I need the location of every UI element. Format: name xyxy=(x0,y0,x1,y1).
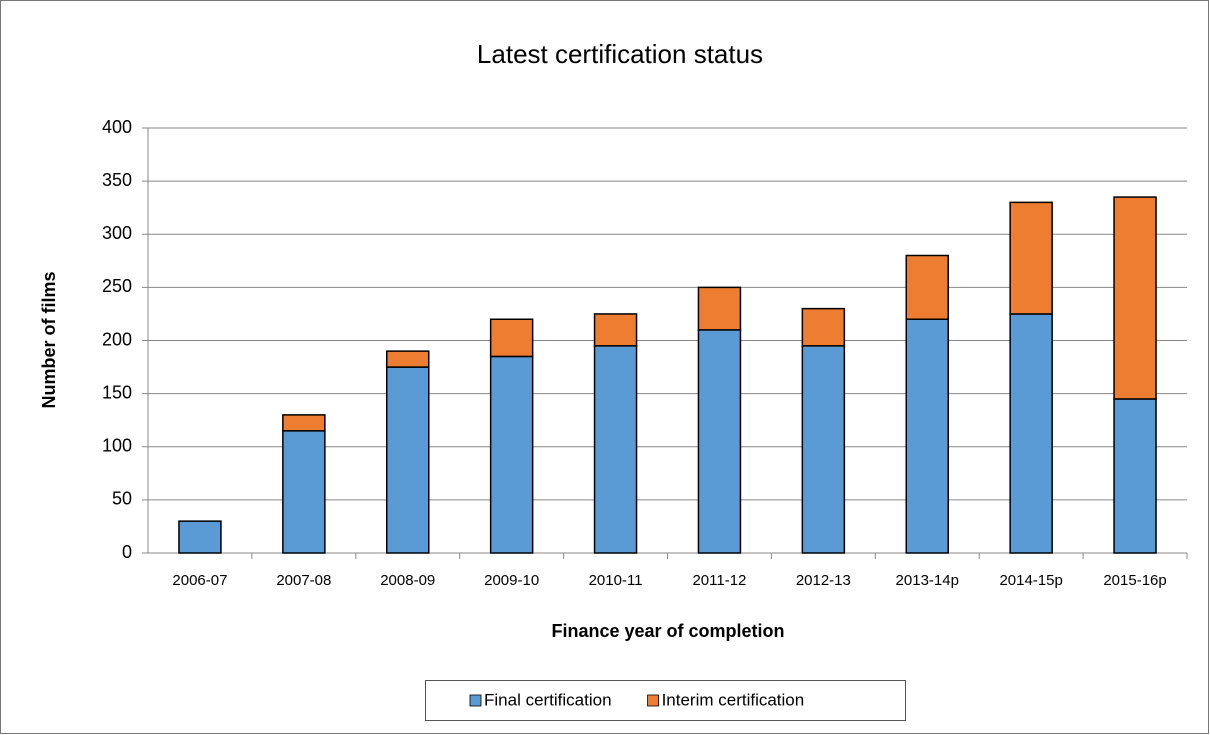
x-tick-label: 2011-12 xyxy=(692,572,746,589)
y-tick-label: 250 xyxy=(102,276,132,296)
bar-segment xyxy=(386,366,430,554)
y-tick-label: 150 xyxy=(102,382,132,402)
legend-label: Interim certification xyxy=(662,690,805,709)
x-tick-label: 2008-09 xyxy=(380,572,435,589)
bar-segment xyxy=(1009,201,1053,315)
y-tick-label: 50 xyxy=(112,489,132,509)
bar-segment xyxy=(1113,398,1157,554)
x-axis-label: Finance year of completion xyxy=(551,621,784,641)
bar-segment xyxy=(282,430,326,554)
legend-box xyxy=(425,680,906,721)
y-tick-label: 0 xyxy=(122,542,132,562)
bar-segment xyxy=(1009,313,1053,554)
x-tick-label: 2007-08 xyxy=(276,572,331,589)
bar-segment xyxy=(697,286,742,331)
bar-segment xyxy=(697,329,742,554)
y-tick-label: 200 xyxy=(102,329,132,349)
legend-label: Final certification xyxy=(484,690,612,709)
x-tick-label: 2010-11 xyxy=(589,572,643,589)
bar-segment xyxy=(282,414,326,432)
bar-segment xyxy=(489,318,534,358)
x-tick-label: 2013-14p xyxy=(896,572,959,589)
legend-swatch xyxy=(647,694,659,707)
bar-segment xyxy=(593,313,638,347)
x-tick-label: 2006-07 xyxy=(172,572,227,589)
y-tick-label: 100 xyxy=(102,436,132,456)
y-tick-label: 350 xyxy=(102,170,132,190)
y-tick-label: 300 xyxy=(102,223,132,243)
bar-segment xyxy=(489,355,534,554)
x-tick-label: 2012-13 xyxy=(796,572,851,589)
y-axis-label: Number of films xyxy=(39,271,59,408)
chart-title: Latest certification status xyxy=(477,39,763,69)
legend-swatch xyxy=(469,694,482,707)
x-tick-label: 2009-10 xyxy=(484,572,539,589)
x-tick-label: 2015-16p xyxy=(1103,572,1166,589)
bar-segment xyxy=(801,345,846,554)
bar-segment xyxy=(905,254,949,320)
bar-segment xyxy=(593,345,638,554)
bar-segment xyxy=(905,318,949,554)
y-tick-label: 400 xyxy=(102,117,132,137)
bar-segment xyxy=(1113,196,1157,400)
bar-segment xyxy=(178,520,222,554)
x-tick-label: 2014-15p xyxy=(999,572,1062,589)
bar-segment xyxy=(386,350,430,368)
bar-segment xyxy=(801,307,846,347)
